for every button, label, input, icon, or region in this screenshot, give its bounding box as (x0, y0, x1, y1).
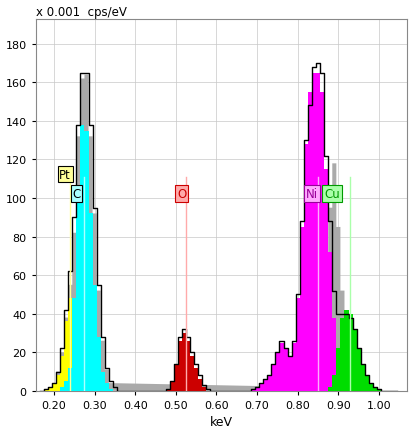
Text: O: O (177, 187, 186, 201)
Polygon shape (44, 299, 105, 391)
Text: Cu: Cu (324, 187, 340, 201)
Polygon shape (251, 73, 344, 391)
Polygon shape (44, 76, 361, 391)
Polygon shape (328, 310, 385, 391)
Polygon shape (166, 333, 210, 391)
X-axis label: keV: keV (210, 415, 233, 428)
Polygon shape (60, 125, 113, 391)
Text: C: C (72, 187, 81, 201)
Text: Ni: Ni (306, 187, 318, 201)
Text: Pt: Pt (59, 168, 71, 181)
Text: x 0.001  cps/eV: x 0.001 cps/eV (36, 6, 126, 19)
